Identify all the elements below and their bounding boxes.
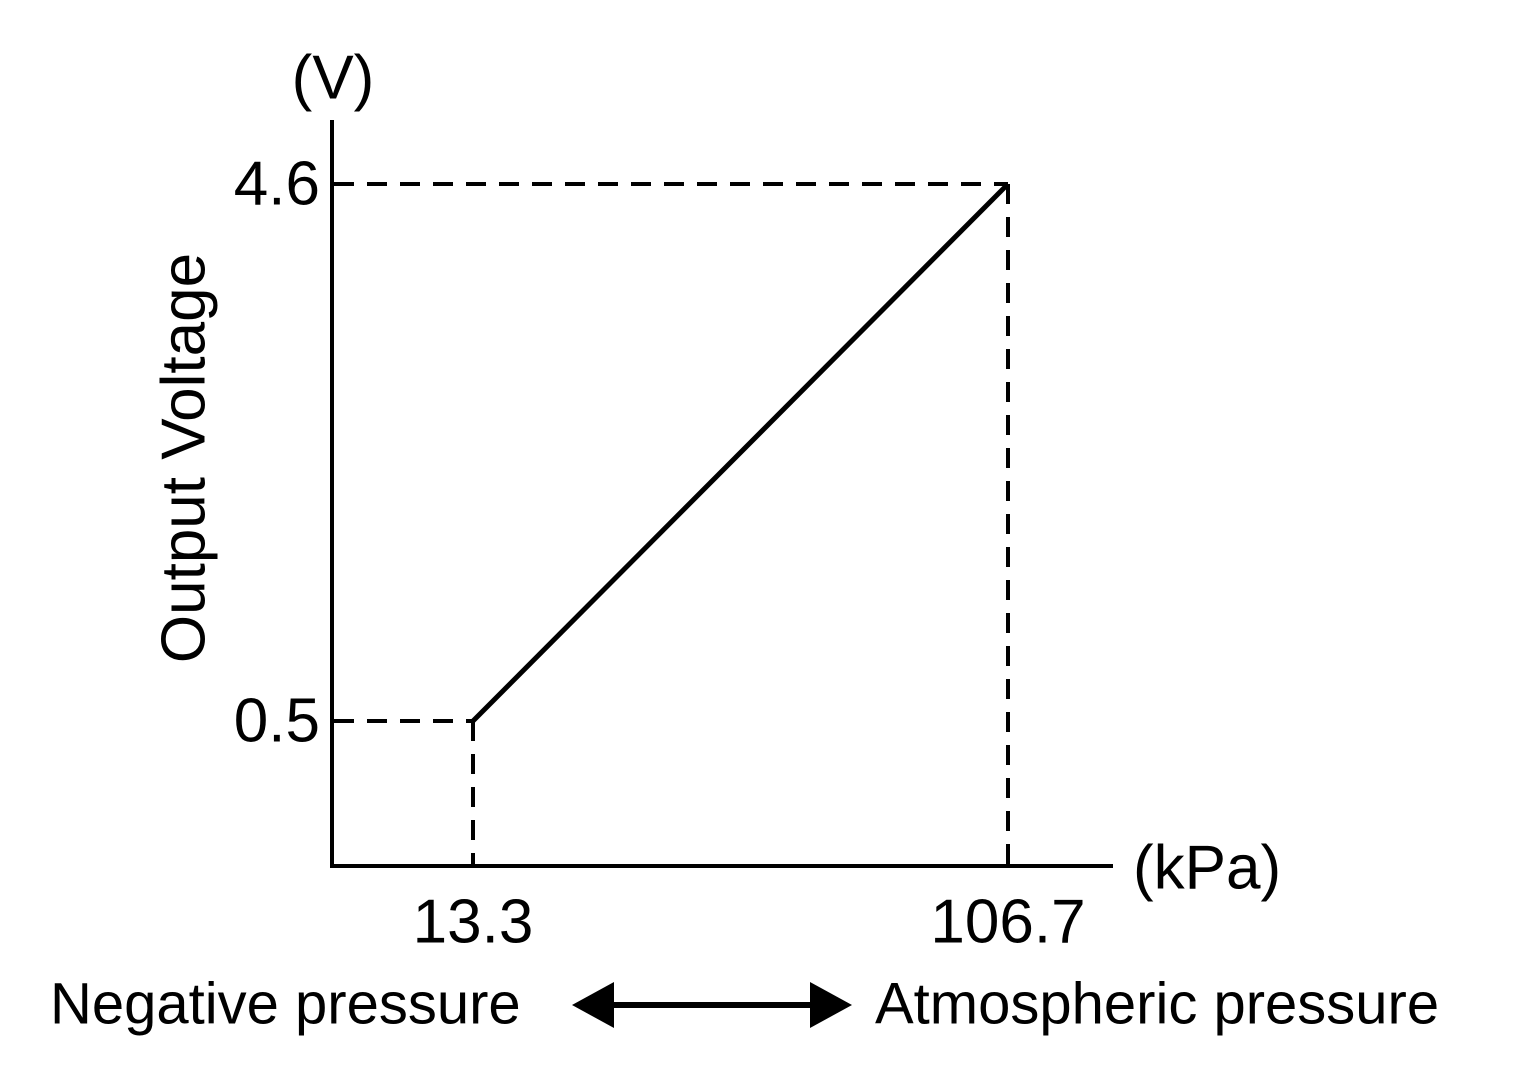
y-axis-unit-label: (V) [292, 44, 375, 113]
data-line-output-voltage [471, 182, 1010, 723]
x-axis-unit-label: (kPa) [1133, 834, 1281, 903]
double-headed-arrow-icon [572, 982, 852, 1028]
y-axis-title: Output Voltage [150, 253, 219, 663]
y-tick-max: 4.6 [234, 150, 320, 219]
y-tick-min: 0.5 [234, 687, 320, 756]
pressure-range-right-label: Atmospheric pressure [875, 972, 1439, 1037]
pressure-range-left-label: Negative pressure [50, 972, 521, 1037]
x-tick-min: 13.3 [413, 888, 534, 957]
x-tick-max: 106.7 [930, 888, 1085, 957]
